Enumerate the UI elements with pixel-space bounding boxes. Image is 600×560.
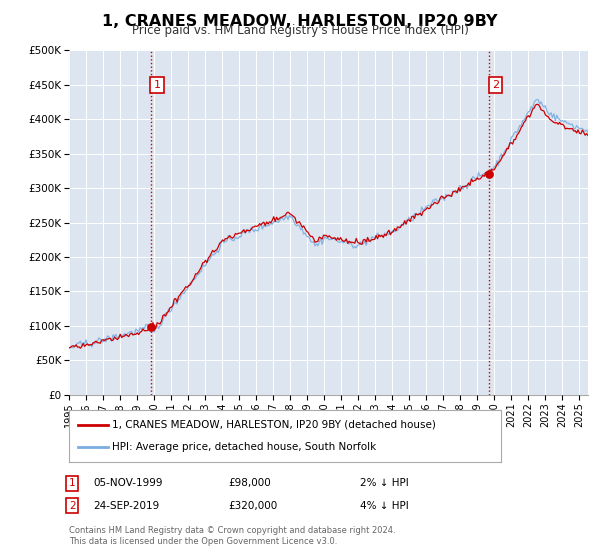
Text: 1: 1 (154, 80, 161, 90)
Text: 2: 2 (69, 501, 76, 511)
Text: 1, CRANES MEADOW, HARLESTON, IP20 9BY (detached house): 1, CRANES MEADOW, HARLESTON, IP20 9BY (d… (112, 419, 436, 430)
Text: 2% ↓ HPI: 2% ↓ HPI (360, 478, 409, 488)
Point (146, 323, 156, 332)
Text: 4% ↓ HPI: 4% ↓ HPI (360, 501, 409, 511)
Text: 2: 2 (492, 80, 499, 90)
Text: 1, CRANES MEADOW, HARLESTON, IP20 9BY: 1, CRANES MEADOW, HARLESTON, IP20 9BY (102, 14, 498, 29)
Text: 05-NOV-1999: 05-NOV-1999 (93, 478, 163, 488)
Text: £98,000: £98,000 (228, 478, 271, 488)
Text: 24-SEP-2019: 24-SEP-2019 (93, 501, 159, 511)
Text: £320,000: £320,000 (228, 501, 277, 511)
Text: This data is licensed under the Open Government Licence v3.0.: This data is licensed under the Open Gov… (69, 537, 337, 546)
Text: Price paid vs. HM Land Registry's House Price Index (HPI): Price paid vs. HM Land Registry's House … (131, 24, 469, 36)
Text: Contains HM Land Registry data © Crown copyright and database right 2024.: Contains HM Land Registry data © Crown c… (69, 526, 395, 535)
Point (485, 170, 494, 179)
Text: 1: 1 (69, 478, 76, 488)
Text: HPI: Average price, detached house, South Norfolk: HPI: Average price, detached house, Sout… (112, 442, 376, 452)
